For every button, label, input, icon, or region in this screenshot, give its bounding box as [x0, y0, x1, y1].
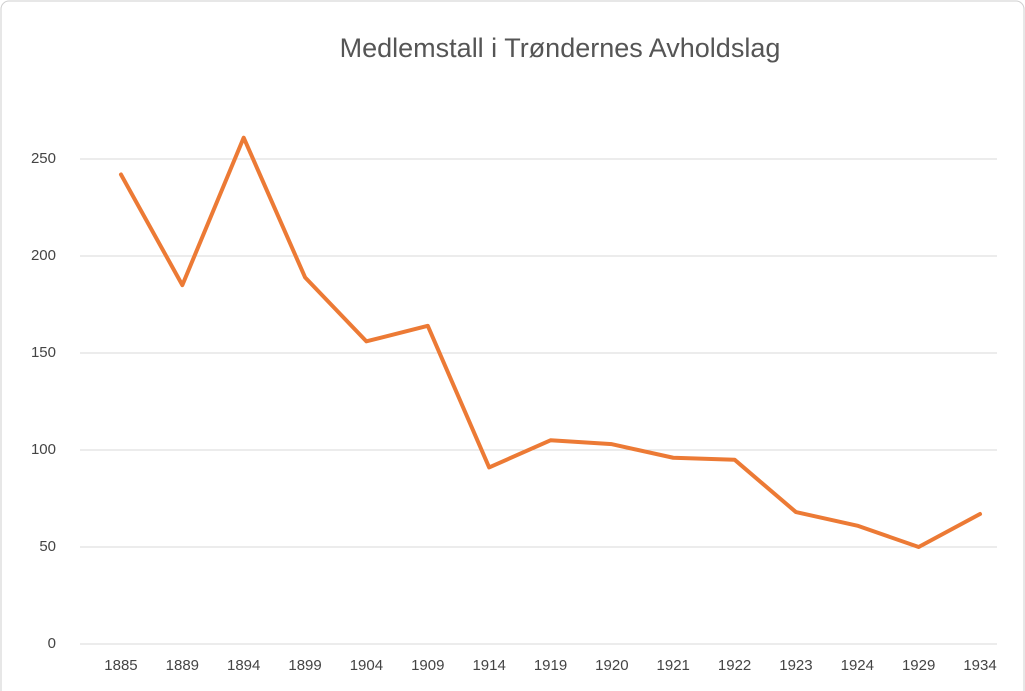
- y-tick-label: 0: [48, 635, 56, 652]
- y-tick-label: 150: [31, 344, 56, 361]
- x-tick-label: 1920: [595, 657, 628, 674]
- x-tick-label: 1885: [104, 657, 137, 674]
- y-tick-label: 200: [31, 247, 56, 264]
- y-tick-label: 50: [39, 538, 56, 555]
- x-tick-label: 1922: [718, 657, 751, 674]
- data-line: [118, 135, 983, 549]
- x-tick-label: 1934: [963, 657, 996, 674]
- x-tick-label: 1889: [166, 657, 199, 674]
- x-tick-label: 1923: [779, 657, 812, 674]
- x-tick-label: 1924: [841, 657, 874, 674]
- x-tick-label: 1894: [227, 657, 260, 674]
- y-tick-label: 250: [31, 150, 56, 167]
- x-tick-label: 1929: [902, 657, 935, 674]
- x-tick-label: 1914: [472, 657, 505, 674]
- x-tick-label: 1899: [288, 657, 321, 674]
- x-tick-label: 1921: [657, 657, 690, 674]
- chart-title: Medlemstall i Trøndernes Avholdslag: [340, 33, 781, 63]
- x-tick-label: 1904: [350, 657, 383, 674]
- x-tick-label: 1909: [411, 657, 444, 674]
- x-tick-label: 1919: [534, 657, 567, 674]
- y-tick-label: 100: [31, 441, 56, 458]
